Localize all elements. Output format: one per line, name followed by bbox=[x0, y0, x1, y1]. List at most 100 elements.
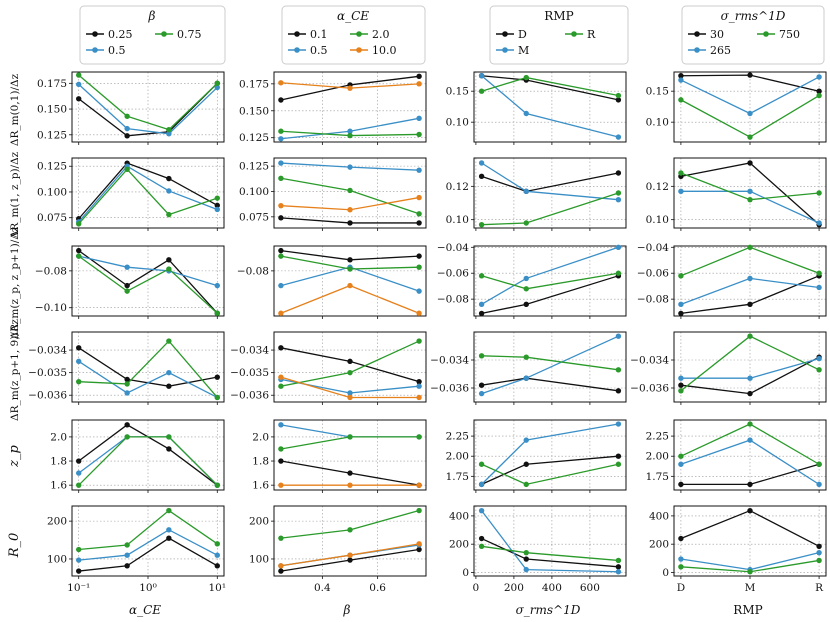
data-point bbox=[124, 264, 130, 270]
data-point bbox=[124, 125, 130, 132]
data-point bbox=[523, 110, 529, 117]
data-point bbox=[523, 301, 529, 308]
panel-r3-c1: −0.036 −0.035 −0.034 bbox=[230, 331, 427, 405]
data-point bbox=[278, 215, 284, 221]
legend-label: 265 bbox=[710, 44, 731, 57]
data-point bbox=[615, 388, 622, 394]
y-tick-label: 0.175 bbox=[37, 78, 67, 90]
data-point bbox=[166, 446, 172, 452]
data-point bbox=[278, 482, 284, 488]
data-point bbox=[347, 482, 353, 488]
legend-title: α_CE bbox=[337, 9, 369, 23]
series-line-M bbox=[481, 162, 619, 201]
y-tick-label: −0.034 bbox=[430, 355, 469, 367]
y-tick-label: −0.035 bbox=[28, 367, 67, 379]
data-point bbox=[124, 282, 130, 289]
col-xlabel: RMP bbox=[733, 603, 762, 617]
data-point bbox=[347, 394, 353, 401]
legend-label: 0.5 bbox=[310, 44, 328, 57]
data-point bbox=[816, 355, 822, 362]
x-tick-label: 600 bbox=[580, 582, 600, 594]
panel-r1-c1: 0.075 0.100 0.125 bbox=[239, 157, 427, 231]
data-point bbox=[166, 535, 172, 541]
data-point bbox=[76, 470, 82, 476]
data-point bbox=[278, 80, 284, 86]
y-tick-label: 200 bbox=[449, 539, 469, 551]
y-tick-label: −0.08 bbox=[237, 265, 269, 277]
data-point bbox=[347, 358, 353, 365]
data-point bbox=[214, 563, 220, 569]
data-point bbox=[615, 270, 622, 276]
data-point bbox=[523, 354, 529, 360]
y-tick-label: 2.00 bbox=[646, 451, 669, 463]
legend-frame bbox=[79, 5, 226, 65]
data-point bbox=[747, 437, 753, 443]
data-point bbox=[615, 92, 622, 99]
x-tick-label: 10¹ bbox=[208, 582, 226, 594]
panel-frame bbox=[273, 419, 427, 491]
data-point bbox=[278, 383, 284, 389]
y-tick-label: 1.75 bbox=[446, 471, 469, 483]
data-point bbox=[747, 390, 753, 397]
series-line-0.75 bbox=[78, 168, 218, 225]
legend-marker bbox=[763, 31, 769, 37]
data-point bbox=[347, 85, 353, 91]
data-point bbox=[416, 211, 422, 217]
data-point bbox=[816, 557, 822, 564]
data-point bbox=[523, 74, 529, 81]
series-line-0.25 bbox=[78, 162, 218, 220]
legend-marker bbox=[694, 31, 700, 37]
data-point bbox=[816, 284, 822, 291]
data-point bbox=[747, 188, 753, 195]
panel-r3-c0: −0.036 −0.035 −0.034 bbox=[28, 331, 225, 405]
data-point bbox=[278, 374, 284, 380]
panel-frame bbox=[273, 245, 427, 317]
series-line-R bbox=[481, 272, 619, 290]
y-tick-label: 0.10 bbox=[446, 214, 469, 226]
y-tick-label: 0.125 bbox=[239, 132, 269, 144]
legend-frame bbox=[681, 5, 825, 65]
data-point bbox=[747, 301, 753, 308]
data-point bbox=[478, 353, 485, 359]
y-tick-label: 100 bbox=[249, 553, 269, 565]
series-line-0.5 bbox=[78, 255, 218, 287]
data-point bbox=[416, 482, 422, 488]
data-point bbox=[747, 275, 753, 282]
y-tick-label: 0.15 bbox=[646, 86, 669, 98]
legend-title: β bbox=[148, 9, 156, 23]
series-line-D bbox=[481, 537, 619, 568]
data-point bbox=[76, 72, 82, 78]
data-point bbox=[278, 128, 284, 134]
data-point bbox=[347, 390, 353, 396]
y-tick-label: −0.06 bbox=[637, 268, 669, 280]
data-point bbox=[816, 461, 822, 467]
x-tick-label: 0.4 bbox=[314, 582, 331, 594]
data-point bbox=[478, 382, 485, 388]
data-point bbox=[416, 253, 422, 259]
y-tick-label: 0 bbox=[662, 567, 669, 579]
legend-rmp: RMP D R M bbox=[489, 5, 629, 65]
data-point bbox=[615, 333, 622, 339]
legend-marker bbox=[356, 31, 362, 37]
data-point bbox=[615, 134, 622, 140]
data-point bbox=[678, 170, 684, 176]
x-tick-label: 0 bbox=[473, 582, 480, 594]
y-tick-label: 200 bbox=[249, 516, 269, 528]
data-point bbox=[747, 481, 753, 488]
y-tick-label: 0.150 bbox=[239, 105, 269, 117]
row-label: ΔR_m(z_p+1, 9)/Δz bbox=[9, 319, 21, 421]
data-point bbox=[416, 288, 422, 294]
legend-beta: β 0.25 0.75 0.5 bbox=[79, 5, 226, 65]
series-line-750 bbox=[680, 423, 820, 465]
legend-label: D bbox=[518, 28, 527, 41]
data-point bbox=[523, 549, 529, 556]
panel-frame bbox=[473, 505, 627, 577]
data-point bbox=[816, 92, 822, 99]
y-tick-label: 1.6 bbox=[50, 480, 67, 492]
data-point bbox=[347, 266, 353, 272]
data-point bbox=[278, 458, 284, 464]
data-point bbox=[278, 422, 284, 428]
data-point bbox=[416, 115, 422, 122]
data-point bbox=[76, 482, 82, 488]
data-point bbox=[166, 257, 172, 263]
